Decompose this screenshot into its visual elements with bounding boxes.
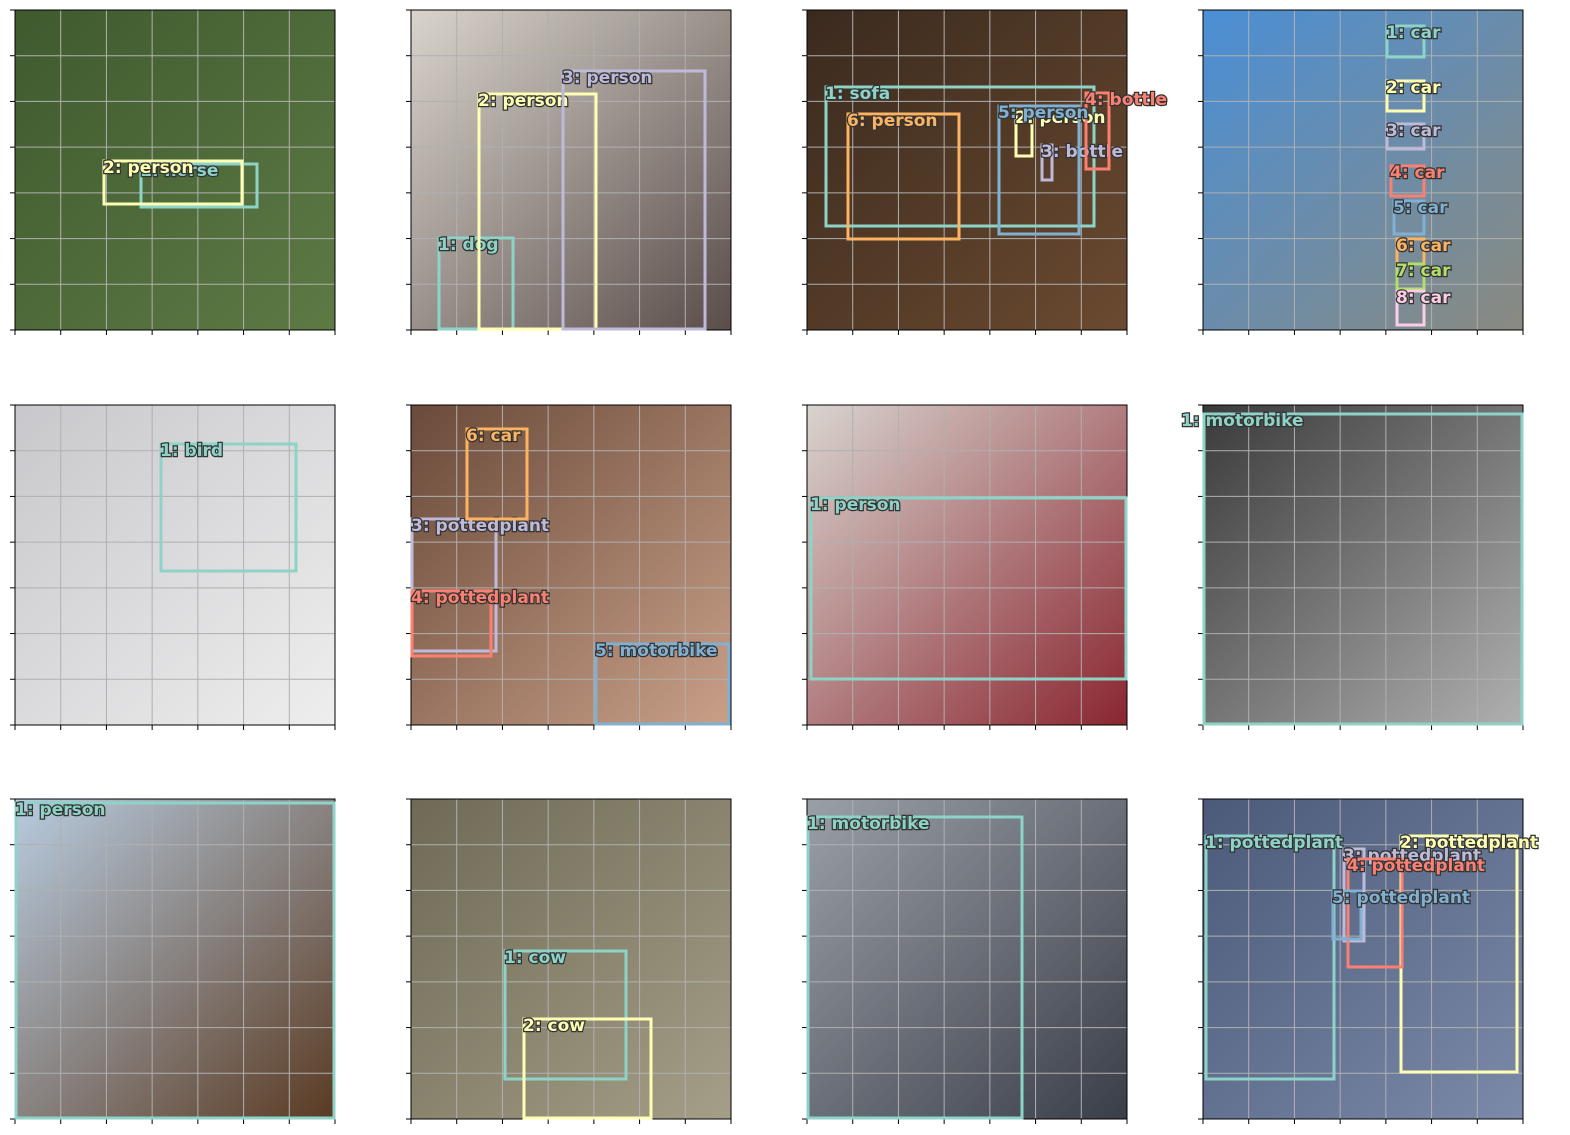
bounding-box <box>410 517 498 653</box>
box-label: 4: bottle <box>1085 90 1167 110</box>
panel: 1: person <box>802 404 1128 730</box>
bounding-box <box>159 442 298 573</box>
box-label: 1: person <box>810 495 901 515</box>
box-label: 1: cow <box>504 948 566 968</box>
bounding-box <box>1385 79 1426 113</box>
box-label: 1: dog <box>438 235 499 255</box>
panel: 1: person <box>10 798 336 1124</box>
box-label: 1: car <box>1386 23 1441 43</box>
box-label: 6: person <box>847 111 938 131</box>
bounding-box <box>846 112 961 241</box>
box-label: 5: car <box>1393 198 1448 218</box>
image <box>807 10 1127 330</box>
image <box>1203 405 1523 725</box>
bounding-box <box>1385 122 1426 151</box>
bounding-box <box>1395 289 1426 327</box>
frame <box>806 9 1128 331</box>
bounding-box <box>1204 834 1336 1081</box>
frame <box>14 404 336 726</box>
box-label: 5: pottedplant <box>1332 888 1470 908</box>
panel: 1: cow 2: cow <box>406 798 732 1124</box>
bounding-box <box>14 801 336 1120</box>
panel: 1: car 2: car 3: car 4: car 5: car 6: car 7: c… <box>1198 9 1524 335</box>
bounding-box <box>1385 24 1426 59</box>
box-label: 3: person <box>562 68 653 88</box>
image <box>411 799 731 1119</box>
box-label: 1: bird <box>160 441 223 461</box>
panel: 1: bird <box>10 404 336 730</box>
box-label: 6: car <box>466 426 521 446</box>
bounding-box <box>1395 262 1426 291</box>
bounding-box <box>1389 164 1426 198</box>
bounding-box <box>1331 889 1363 941</box>
box-label: 4: pottedplant <box>1347 856 1485 876</box>
image <box>15 799 335 1119</box>
box-label: 7: car <box>1396 261 1451 281</box>
image <box>15 10 335 330</box>
image <box>15 405 335 725</box>
bounding-box <box>997 104 1081 236</box>
bounding-box <box>503 949 628 1081</box>
bounding-box <box>1202 412 1524 726</box>
image <box>411 405 731 725</box>
box-label: 4: pottedplant <box>411 588 549 608</box>
bounding-box <box>410 589 493 658</box>
box-label: 1: motorbike <box>1181 411 1304 431</box>
image <box>411 10 731 330</box>
box-label: 8: car <box>1396 288 1451 308</box>
bounding-box <box>1392 199 1426 236</box>
frame <box>1202 798 1524 1120</box>
box-label: 3: car <box>1386 121 1441 141</box>
bounding-box <box>465 427 529 521</box>
bounding-box <box>522 1017 653 1120</box>
bounding-box <box>1342 847 1366 943</box>
box-label: 6: car <box>1396 236 1451 256</box>
bounding-box <box>594 642 731 726</box>
bounding-box <box>1346 857 1404 969</box>
box-label: 2: car <box>1386 78 1441 98</box>
box-label: 2: person <box>103 158 194 178</box>
image <box>807 799 1127 1119</box>
frame <box>14 9 336 331</box>
box-label: 1: motorbike <box>807 814 930 834</box>
box-label: 4: car <box>1390 163 1445 183</box>
bounding-box <box>1084 91 1111 171</box>
bounding-box <box>477 92 598 331</box>
box-label: 2: person <box>1015 108 1106 128</box>
box-label: 5: person <box>998 103 1089 123</box>
bounding-box <box>437 236 515 331</box>
box-label: 3: bottle <box>1041 142 1123 162</box>
panel: 1: dog 2: person 3: person <box>406 9 732 335</box>
box-label: 2: cow <box>523 1016 585 1036</box>
image <box>807 405 1127 725</box>
box-label: 2: pottedplant <box>1400 833 1538 853</box>
box-label: 1: pottedplant <box>1205 833 1343 853</box>
box-label: 1: person <box>15 800 106 820</box>
bounding-box <box>139 162 259 209</box>
box-label: 5: motorbike <box>595 641 718 661</box>
box-label: 2: person <box>478 91 569 111</box>
bounding-box <box>561 69 707 331</box>
bounding-box <box>806 815 1024 1120</box>
bounding-box <box>809 496 1128 681</box>
box-label: 3: pottedplant <box>1343 846 1481 866</box>
image <box>1203 10 1523 330</box>
bounding-box <box>1040 143 1054 182</box>
frame <box>1202 9 1524 331</box>
bounding-box <box>1014 109 1034 158</box>
panel: 1: motorbike <box>802 798 1128 1124</box>
panel: 1: motorbike <box>1180 404 1524 730</box>
bounding-box <box>102 159 244 206</box>
box-label: 1: horse <box>140 161 218 181</box>
box-label: 1: sofa <box>825 84 890 104</box>
